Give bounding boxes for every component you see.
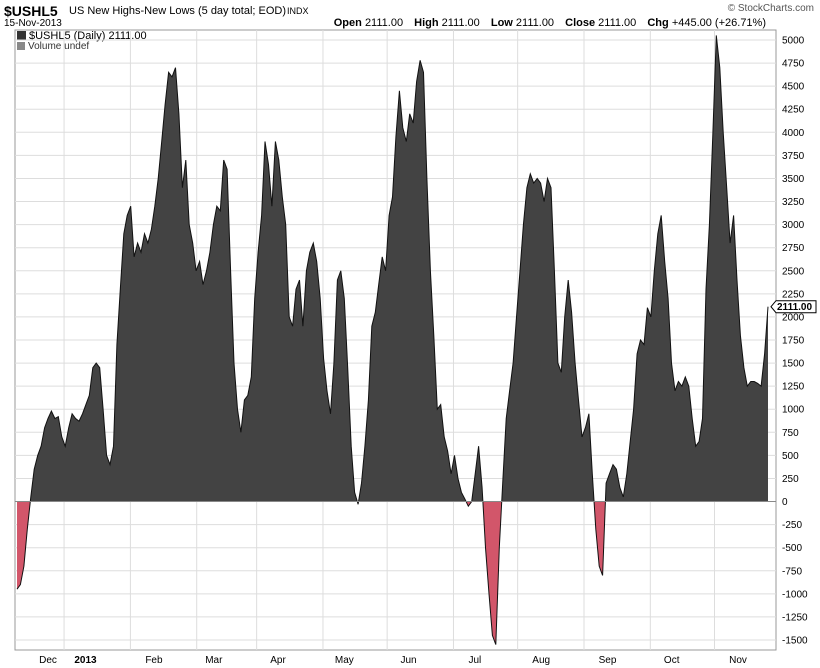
y-tick-label: 2250	[782, 289, 805, 300]
x-tick-label: May	[335, 655, 354, 666]
y-tick-label: 1000	[782, 405, 805, 416]
x-tick-label: Jun	[400, 655, 416, 666]
y-tick-label: -1250	[782, 612, 808, 623]
close-value: 2111.00	[598, 17, 637, 29]
chg-value: +445.00 (+26.71%)	[671, 17, 766, 29]
x-tick-label: Aug	[532, 655, 550, 666]
y-tick-label: 2750	[782, 243, 805, 254]
series-line	[16, 35, 769, 645]
y-tick-label: -1000	[782, 589, 808, 600]
low-label: Low	[490, 17, 513, 29]
y-tick-label: 1500	[782, 359, 805, 370]
positive-area	[17, 35, 768, 502]
low-value: 2111.00	[515, 17, 555, 29]
y-tick-label: 750	[782, 428, 799, 439]
y-tick-label: 3500	[782, 174, 805, 185]
x-tick-label: 2013	[74, 655, 97, 666]
last-value-box	[770, 300, 817, 314]
y-tick-label: 1750	[782, 336, 805, 347]
y-tick-label: 2500	[782, 266, 805, 277]
x-tick-label: Oct	[664, 655, 680, 666]
legend-volume: Volume undef	[17, 41, 89, 52]
y-tick-label: 4000	[782, 128, 805, 139]
y-tick-label: 500	[782, 451, 799, 462]
data-area	[15, 35, 776, 645]
y-tick-label: 4750	[782, 59, 805, 70]
chart-date: 15-Nov-2013	[4, 18, 62, 29]
last-value-label: 2111.00	[770, 300, 817, 314]
x-tick-label: Nov	[729, 655, 747, 666]
y-tick-label: 3000	[782, 220, 805, 231]
y-tick-label: 4250	[782, 105, 805, 116]
x-tick-label: Mar	[205, 655, 223, 666]
stockcharts-watermark: © StockCharts.com	[727, 3, 814, 14]
x-tick-label: Apr	[270, 655, 286, 666]
open-label: Open	[333, 17, 362, 29]
y-tick-label: -750	[782, 566, 802, 577]
y-tick-label: 1250	[782, 382, 805, 393]
y-tick-label: -500	[782, 543, 802, 554]
y-tick-label: -250	[782, 520, 802, 531]
y-tick-label: 3750	[782, 151, 805, 162]
y-tick-label: -1500	[782, 636, 808, 647]
chg-label: Chg	[647, 17, 669, 29]
area-chart-icon	[17, 31, 26, 40]
close-label: Close	[565, 17, 596, 29]
high-value: 2111.00	[441, 17, 480, 29]
ohlc-readout: Open 2111.00 High 2111.00 Low 2111.00 Cl…	[334, 17, 766, 29]
legend-volume-label: Volume undef	[28, 41, 90, 52]
x-axis: Dec 2013 Feb Mar Apr May Jun Jul Aug Sep Oct Nov	[39, 655, 747, 666]
y-tick-label: 4500	[782, 82, 805, 93]
last-value-text: 2111.00	[777, 302, 812, 313]
x-tick-label: Sep	[599, 655, 617, 666]
legend-series-label: $USHL5 (Daily) 2111.00	[29, 30, 147, 42]
y-tick-label: 0	[782, 497, 788, 508]
y-tick-label: 2000	[782, 312, 805, 323]
y-tick-label: 5000	[782, 36, 805, 47]
x-tick-label: Dec	[39, 655, 57, 666]
negative-area	[17, 501, 768, 645]
legend-series: $USHL5 (Daily) 2111.00	[17, 30, 147, 42]
chart-subtitle: US New Highs-New Lows (5 day total; EOD)	[69, 5, 287, 17]
high-label: High	[414, 17, 439, 29]
y-tick-label: 250	[782, 474, 799, 485]
exchange-label: INDX	[287, 6, 309, 16]
x-tick-label: Feb	[145, 655, 163, 666]
chart-symbol: $USHL5	[4, 3, 58, 19]
volume-bars-icon	[17, 42, 25, 50]
y-axis: 5000475045004250400037503500325030002750…	[782, 36, 808, 647]
x-tick-label: Jul	[468, 655, 481, 666]
y-tick-label: 3250	[782, 197, 805, 208]
open-value: 2111.00	[364, 17, 404, 29]
